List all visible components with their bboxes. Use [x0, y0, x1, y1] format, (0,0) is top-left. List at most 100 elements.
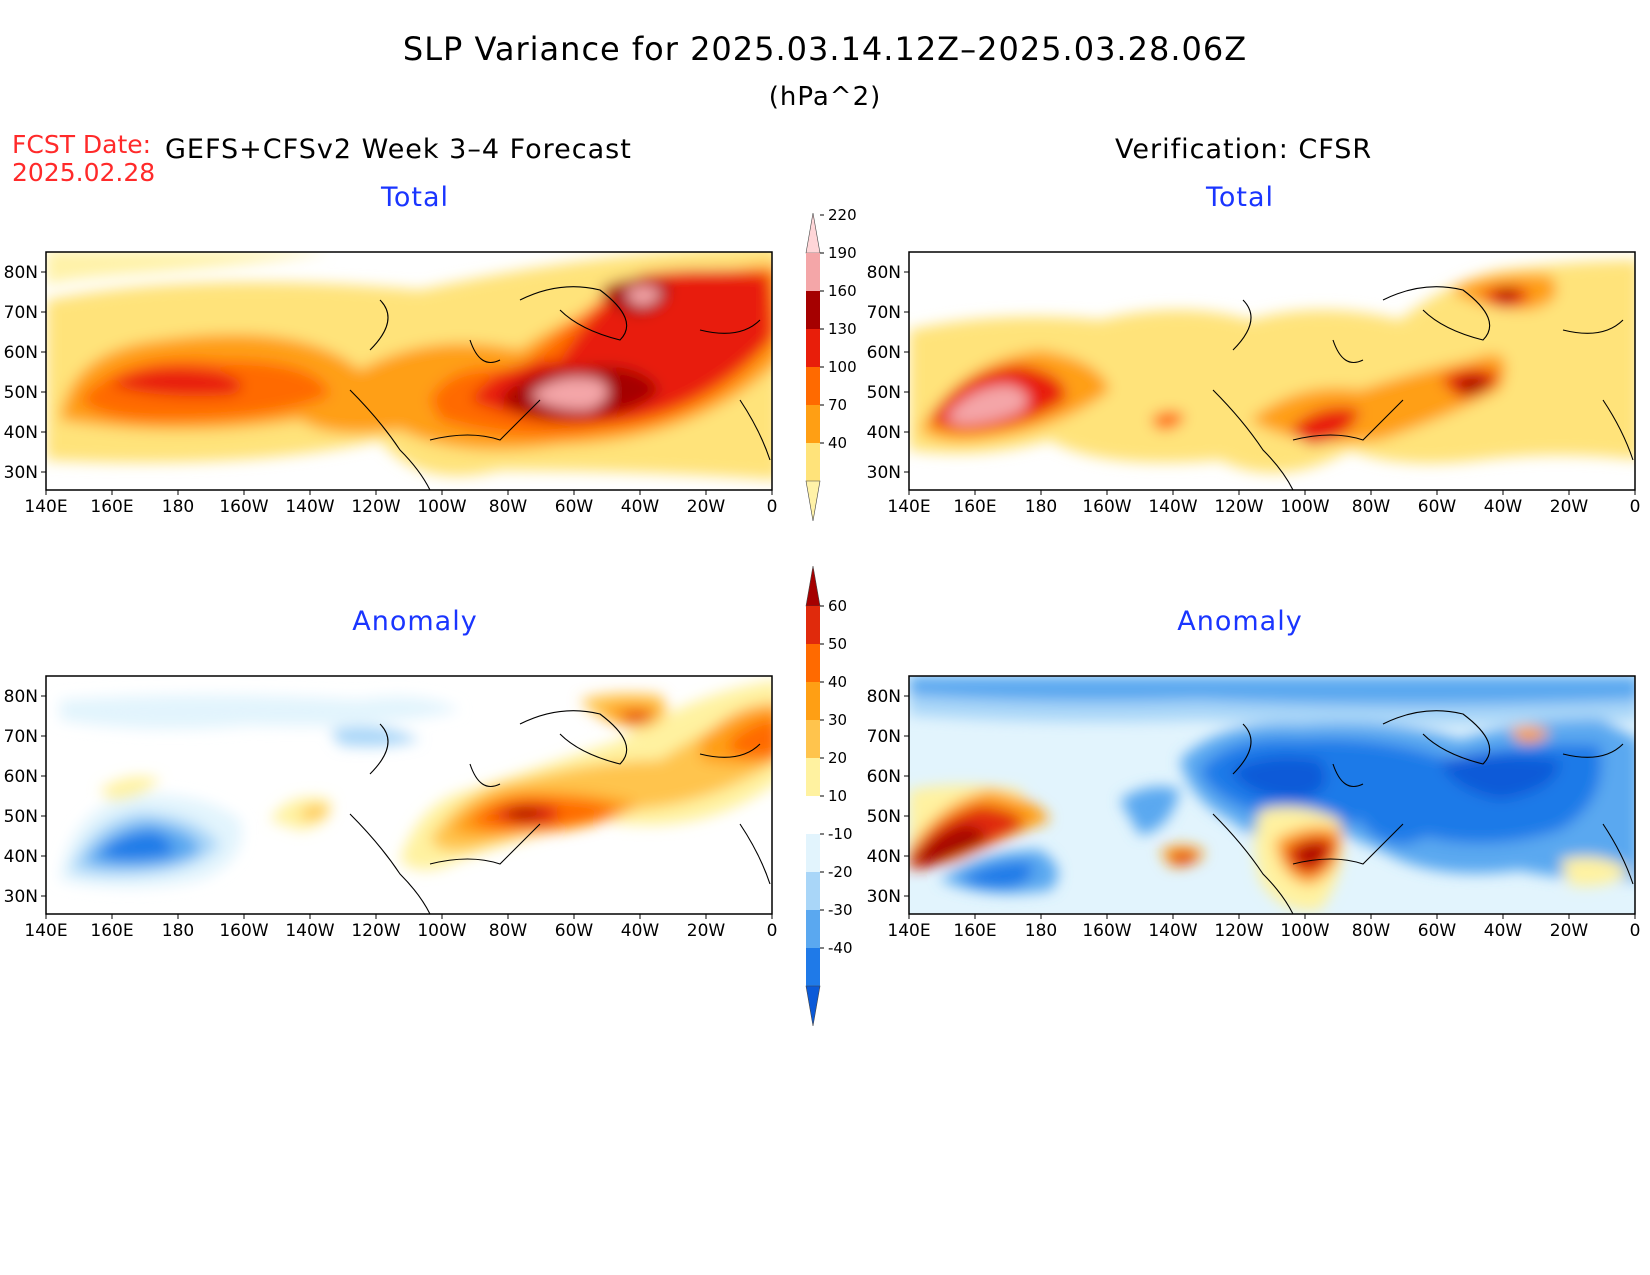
colorbar-anomaly-tick-label: -30	[828, 901, 853, 919]
lon-tick-label: 140E	[887, 497, 930, 517]
lat-tick-label: 80N	[867, 263, 901, 283]
frame-top-left	[45, 251, 773, 491]
colorbar-anomaly-segment	[806, 644, 820, 682]
lat-tick-label: 30N	[867, 463, 901, 483]
colorbar-total-tick-label: 160	[828, 282, 857, 300]
lon-tick-label: 160W	[219, 921, 268, 941]
lon-tick-label: 160W	[1082, 497, 1131, 517]
lon-tick-label: 140W	[1148, 921, 1197, 941]
lon-tick-label: 60W	[555, 497, 594, 517]
lon-tick-label: 160E	[953, 497, 996, 517]
coastlines	[349, 286, 1634, 915]
colorbar-anomaly-segment	[806, 720, 820, 758]
lon-tick-label: 0	[1630, 497, 1641, 517]
lat-tick-label: 60N	[4, 767, 38, 787]
colorbar-total-segment	[806, 443, 820, 481]
lon-tick-label: 60W	[1418, 921, 1457, 941]
map-verification-anomaly	[909, 676, 1635, 914]
lat-tick-label: 50N	[867, 807, 901, 827]
lon-tick-label: 180	[1025, 921, 1057, 941]
lon-tick-label: 160E	[90, 497, 133, 517]
fcst-date-label: FCST Date:	[12, 130, 152, 159]
lon-tick-label: 0	[767, 921, 778, 941]
colorbar-anomaly-segment	[806, 872, 820, 910]
colorbar-anomaly-bottom-arrow	[805, 985, 821, 1027]
lon-tick-label: 160E	[953, 921, 996, 941]
lon-tick-label: 140E	[887, 921, 930, 941]
lon-tick-label: 140W	[285, 497, 334, 517]
lat-tick-label: 70N	[4, 303, 38, 323]
colorbar-anomaly-segment	[806, 948, 820, 986]
colorbar-anomaly-tick-label: -10	[828, 825, 853, 843]
lon-tick-label: 100W	[1280, 921, 1329, 941]
lat-tick-label: 40N	[4, 847, 38, 867]
lat-tick-label: 60N	[4, 343, 38, 363]
colorbar-anomaly-tick-label: 30	[828, 711, 847, 729]
colorbar-anomaly-tick-label: 50	[828, 635, 847, 653]
lon-tick-label: 180	[162, 497, 194, 517]
lon-tick-label: 160W	[1082, 921, 1131, 941]
colorbar-anomaly-tick-label: -40	[828, 939, 853, 957]
lon-tick-label: 60W	[1418, 497, 1457, 517]
lat-tick-label: 30N	[4, 887, 38, 907]
lon-tick-label: 80W	[489, 497, 528, 517]
lon-tick-label: 140W	[285, 921, 334, 941]
colorbar-total-segment	[806, 367, 820, 405]
lon-tick-label: 100W	[417, 497, 466, 517]
frame-bottom-left	[45, 675, 773, 915]
colorbar-total-bottom-arrow	[805, 480, 821, 522]
colorbar-total-tick-label: 100	[828, 358, 857, 376]
colorbar-total-tick-label: 130	[828, 320, 857, 338]
map-forecast-anomaly	[46, 676, 772, 914]
lon-tick-label: 20W	[687, 497, 726, 517]
lat-tick-label: 70N	[867, 727, 901, 747]
colorbar-total-tick-label: 70	[828, 396, 847, 414]
lon-tick-label: 40W	[621, 921, 660, 941]
lon-tick-label: 160W	[219, 497, 268, 517]
lon-tick-label: 140E	[24, 497, 67, 517]
panel-title-bottom-right: Anomaly	[1177, 606, 1303, 637]
lat-tick-label: 30N	[867, 887, 901, 907]
lat-tick-label: 60N	[867, 767, 901, 787]
lon-tick-label: 80W	[1352, 497, 1391, 517]
colorbar-anomaly-tick-label: 10	[828, 787, 847, 805]
figure-title: SLP Variance for 2025.03.14.12Z–2025.03.…	[402, 30, 1248, 68]
colorbar-total-tick-label: 40	[828, 434, 847, 452]
panel-title-top-left: Total	[380, 182, 450, 213]
lat-tick-label: 40N	[4, 423, 38, 443]
map-verification-total	[909, 252, 1635, 490]
lon-tick-label: 0	[767, 497, 778, 517]
lon-tick-label: 120W	[1214, 497, 1263, 517]
lon-tick-label: 40W	[1484, 497, 1523, 517]
axis-labels: 140E 160E 180 160W 140W 120W 100W 80W 60W 40W 20W 0…	[4, 263, 1641, 941]
colorbar-anomaly-tick-label: 40	[828, 673, 847, 691]
lat-tick-label: 30N	[4, 463, 38, 483]
lon-tick-label: 0	[1630, 921, 1641, 941]
lat-tick-label: 50N	[4, 383, 38, 403]
lon-tick-label: 40W	[1484, 921, 1523, 941]
lon-tick-label: 160E	[90, 921, 133, 941]
lat-tick-label: 80N	[867, 687, 901, 707]
colorbar-anomaly-segment	[806, 682, 820, 720]
colorbar-anomaly-segment	[806, 910, 820, 948]
colorbar-total-segment	[806, 253, 820, 291]
lon-tick-label: 140W	[1148, 497, 1197, 517]
colorbar-anomaly-segment	[806, 834, 820, 872]
lon-tick-label: 120W	[1214, 921, 1263, 941]
lon-tick-label: 20W	[1550, 921, 1589, 941]
frame-top-right	[908, 251, 1636, 491]
colorbar-anomaly: -40 -30 -20 -10 10 20 30 40 50 60	[805, 565, 853, 1027]
lon-tick-label: 180	[1025, 497, 1057, 517]
lon-tick-label: 140E	[24, 921, 67, 941]
lon-tick-label: 100W	[417, 921, 466, 941]
colorbar-total: 40 70 100 130 160 190 220	[805, 206, 857, 522]
lat-tick-label: 50N	[4, 807, 38, 827]
colorbar-anomaly-tick-label: 60	[828, 597, 847, 615]
lon-tick-label: 60W	[555, 921, 594, 941]
colorbar-total-tick-label: 190	[828, 244, 857, 262]
lon-tick-label: 40W	[621, 497, 660, 517]
frame-bottom-right	[908, 675, 1636, 915]
colorbar-total-segment	[806, 405, 820, 443]
lon-tick-label: 120W	[351, 921, 400, 941]
